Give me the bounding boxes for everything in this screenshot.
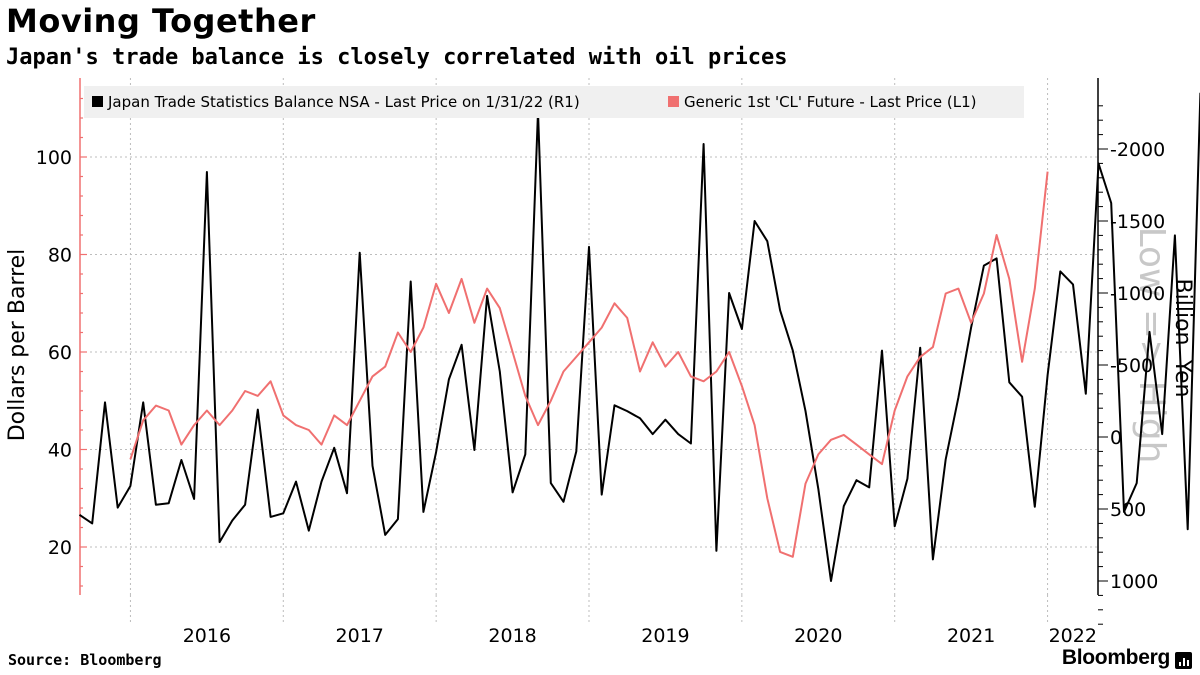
series-line-trade-balance [78, 92, 1200, 582]
right-axis-tick-label: -2000 [1110, 139, 1165, 161]
right-axis-tick-label: -1500 [1110, 211, 1165, 233]
series-lines [78, 92, 1200, 582]
legend: Japan Trade Statistics Balance NSA - Las… [84, 86, 1024, 118]
axes: 20 40 60 80 100 1000 500 0 -500 -1000 -1500 -2000 20… [36, 78, 1165, 647]
right-axis-tick-label: 1000 [1110, 571, 1158, 593]
right-axis-tick-label: 500 [1110, 499, 1146, 521]
x-axis-tick-label: 2018 [488, 625, 536, 647]
grid [80, 78, 1098, 625]
legend-background [84, 86, 1024, 118]
left-axis-tick-label: 100 [36, 147, 72, 169]
series-line-oil-price [129, 171, 1049, 558]
legend-label-trade-balance: Japan Trade Statistics Balance NSA - Las… [107, 93, 580, 111]
right-axis-tick-label: -1000 [1110, 283, 1165, 305]
left-axis-tick-label: 20 [48, 537, 72, 559]
x-axis-tick-label: 2017 [336, 625, 384, 647]
source-note: Source: Bloomberg [8, 651, 162, 669]
legend-swatch-trade-balance [92, 96, 103, 107]
left-axis-tick-label: 80 [48, 245, 72, 267]
left-axis-label: Dollars per Barrel [5, 249, 30, 442]
legend-label-oil: Generic 1st 'CL' Future - Last Price (L1… [684, 93, 977, 111]
x-axis-tick-label: 2019 [641, 625, 689, 647]
chart-title: Moving Together [6, 2, 316, 40]
bloomberg-terminal-icon [1175, 652, 1192, 669]
chart-subtitle: Japan's trade balance is closely correla… [6, 45, 788, 70]
legend-swatch-oil [668, 96, 679, 107]
right-axis-label: Billion Yen [1170, 279, 1195, 398]
x-axis-tick-label: 2021 [947, 625, 995, 647]
x-axis-tick-label: 2020 [794, 625, 842, 647]
bloomberg-logo: Bloomberg [1061, 646, 1170, 669]
x-axis-tick-label: 2022 [1049, 625, 1097, 647]
left-axis-tick-label: 40 [48, 440, 72, 462]
right-axis-tick-label: -500 [1110, 355, 1153, 377]
x-axis-tick-label: 2016 [183, 625, 231, 647]
left-axis-tick-label: 60 [48, 342, 72, 364]
right-axis-tick-label: 0 [1110, 427, 1122, 449]
